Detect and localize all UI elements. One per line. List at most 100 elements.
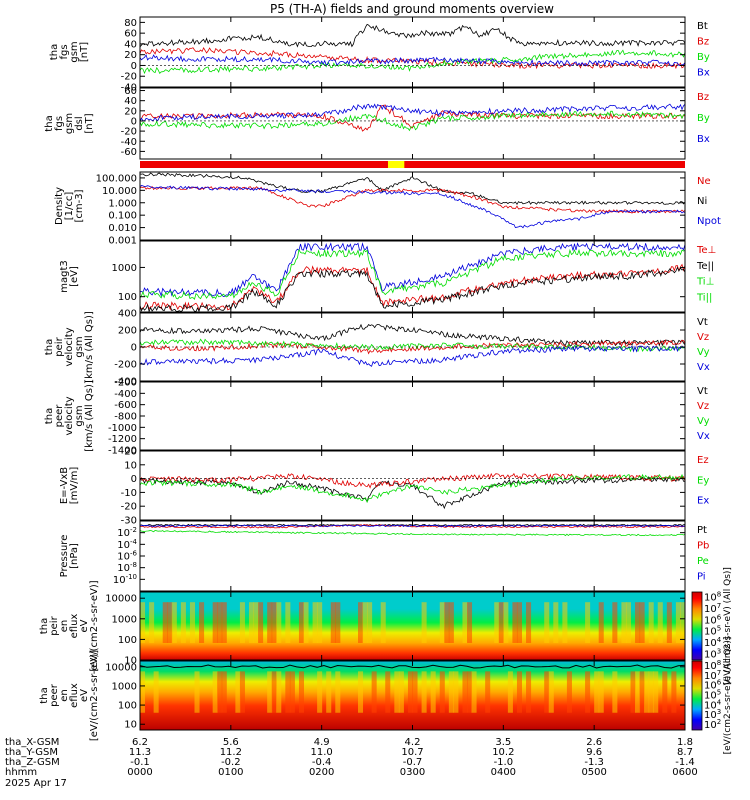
spectrogram-streak [335, 671, 341, 713]
spectrogram-streak [680, 602, 686, 643]
spectrogram-streak [644, 671, 650, 713]
spectrogram-streak [471, 671, 477, 713]
spectrogram-streak [648, 602, 654, 643]
legend-item: Ey [697, 475, 709, 486]
legend-item: Te|| [696, 261, 714, 272]
spectrogram-streak [289, 671, 295, 713]
spectrogram-streak [385, 671, 391, 713]
legend-item: Vy [697, 416, 710, 427]
spectrogram-streak [167, 602, 173, 643]
spectrogram-streak [439, 602, 445, 643]
y-axis-label: peer [54, 404, 65, 428]
x-axis-row-label: tha_Y-GSM [5, 747, 58, 758]
series-line-Vx [139, 344, 686, 367]
y-axis-label: tha [39, 618, 50, 634]
legend-item: Vx [697, 431, 710, 442]
spectrogram-streak [598, 671, 604, 713]
y-axis-label: eV [79, 619, 90, 632]
panel-7: -30 -20 -10 0 10 20 E=-VxB [mV/m] Ez Ey Ex [59, 447, 709, 527]
spectrogram-streak [239, 671, 245, 713]
spectrogram-streak [639, 671, 645, 713]
legend-item: Ne [697, 176, 711, 187]
y-tick-label: -20 [121, 72, 137, 83]
legend-item: Vz [697, 401, 709, 412]
legend-item: Bx [697, 68, 710, 79]
spectrogram [140, 592, 685, 660]
spectrogram-streak [671, 671, 677, 713]
x-axis-value: -0.4 [312, 757, 332, 768]
spectrogram-streak [666, 602, 672, 643]
spectrogram-streak [562, 602, 568, 643]
spectrogram-streak [312, 602, 318, 643]
spectrogram-streak [526, 602, 532, 643]
spectrogram-streak [317, 671, 323, 713]
x-axis-value: -0.1 [130, 757, 150, 768]
y-tick-label: -10 [121, 488, 137, 499]
spectrogram-streak [421, 602, 427, 643]
spectrogram-streak [271, 602, 277, 643]
y-tick-label: 1000 [112, 681, 137, 692]
y-tick-label: 100 [118, 701, 137, 712]
y-axis-label: tha [44, 408, 55, 424]
spectrogram-streak [298, 602, 304, 643]
status-bar-yellow [387, 161, 405, 168]
y-axis-label: Pressure [59, 535, 70, 578]
data-quality-bar [140, 161, 685, 168]
spectrogram-streak [594, 671, 600, 713]
spectrogram-streak [194, 671, 200, 713]
spectrogram-streak [467, 602, 473, 643]
spectrogram-streak [630, 671, 636, 713]
y-axis-label: tha [44, 115, 55, 131]
x-axis-value: 0300 [400, 767, 425, 778]
spectrogram-streak [512, 602, 518, 643]
y-tick-label: 60 [124, 86, 137, 97]
y-axis-label: [nT] [84, 113, 95, 133]
spectrogram-streak [371, 671, 377, 713]
status-bar-red [140, 161, 685, 168]
series-line-Ni [139, 172, 686, 206]
y-axis-label: [km/s (All Qs)] [84, 380, 95, 452]
series-line-Pb [139, 524, 686, 529]
legend-item: Vx [697, 362, 710, 373]
spectrogram-streak [149, 602, 155, 643]
x-axis-value: 10.2 [492, 747, 514, 758]
y-axis-label: gsm [74, 405, 85, 426]
y-tick-label: -400 [114, 377, 137, 388]
y-tick-label: -40 [121, 137, 137, 148]
x-axis-value: 0400 [491, 767, 516, 778]
spectrogram-streak [648, 671, 654, 713]
spectrogram-streak [239, 602, 245, 643]
legend-item: Ex [697, 496, 709, 507]
date-label: 2025 Apr 17 [5, 778, 67, 789]
spectrogram-streak [598, 602, 604, 643]
x-axis-value: 8.7 [677, 747, 693, 758]
spectrogram-streak [657, 602, 663, 643]
y-axis-label: gsm [69, 41, 80, 62]
y-axis-label: gsm [74, 336, 85, 357]
x-axis-value: 0100 [218, 767, 243, 778]
series-line-Pe [139, 529, 686, 537]
y-axis-label: [eV] [69, 266, 80, 287]
x-axis-value: -1.0 [494, 757, 514, 768]
x-axis-value: 3.5 [495, 737, 511, 748]
y-axis-label: [nPa] [69, 543, 80, 569]
y-axis-label: eflux [69, 683, 80, 708]
y-tick-label: 1000 [112, 614, 137, 625]
series-line-Vy [139, 338, 686, 353]
colorbar-label: [eV/(cm2-s-sr-eV) (All Qs)] [723, 567, 733, 685]
spectrogram-streak [467, 671, 473, 713]
x-axis-value: 1.8 [677, 737, 693, 748]
spectrogram-streak [544, 602, 550, 643]
y-tick-label: 10 [124, 720, 137, 731]
series-line-Ex [139, 476, 686, 510]
y-tick-label: 10-10 [113, 573, 137, 586]
spectrogram-streak [526, 671, 532, 713]
y-tick-label: 0.100 [108, 211, 137, 222]
y-tick-label: 80 [124, 18, 137, 29]
spectrogram-streak [358, 602, 364, 643]
